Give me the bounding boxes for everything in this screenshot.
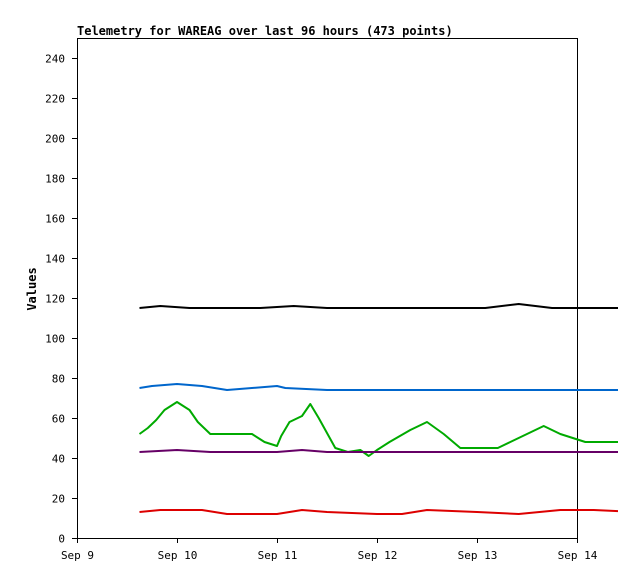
x-tick-label: Sep 9	[61, 549, 94, 562]
x-tick-label: Sep 13	[458, 549, 498, 562]
y-axis: 0 20 40 60 80 100 120 140 160 180 200 220 240	[45, 53, 77, 546]
series-layer	[138, 303, 618, 515]
y-tick-label: 120	[45, 293, 65, 306]
y-tick-label: 60	[52, 413, 65, 426]
y-tick-label: 200	[45, 133, 65, 146]
x-tick-label: Sep 11	[258, 549, 298, 562]
y-tick-label: 0	[58, 533, 65, 546]
series-line	[139, 509, 618, 515]
x-tick-label: Sep 14	[558, 549, 598, 562]
y-tick-label: 240	[45, 53, 65, 66]
y-tick-label: 100	[45, 333, 65, 346]
y-tick-label: 160	[45, 213, 65, 226]
series-line	[139, 449, 618, 453]
y-axis-label: Values	[25, 267, 39, 310]
series-line	[139, 383, 618, 391]
x-tick-label: Sep 12	[358, 549, 398, 562]
y-tick-label: 140	[45, 253, 65, 266]
plot-frame	[77, 38, 578, 539]
series-line	[139, 303, 618, 309]
y-tick-label: 180	[45, 173, 65, 186]
x-axis: Sep 9 Sep 10 Sep 11 Sep 12 Sep 13 Sep 14	[61, 538, 598, 562]
x-tick-label: Sep 10	[158, 549, 198, 562]
y-tick-label: 220	[45, 93, 65, 106]
y-tick-label: 80	[52, 373, 65, 386]
chart-title: Telemetry for WAREAG over last 96 hours …	[77, 24, 453, 38]
y-tick-label: 20	[52, 493, 65, 506]
y-tick-label: 40	[52, 453, 65, 466]
